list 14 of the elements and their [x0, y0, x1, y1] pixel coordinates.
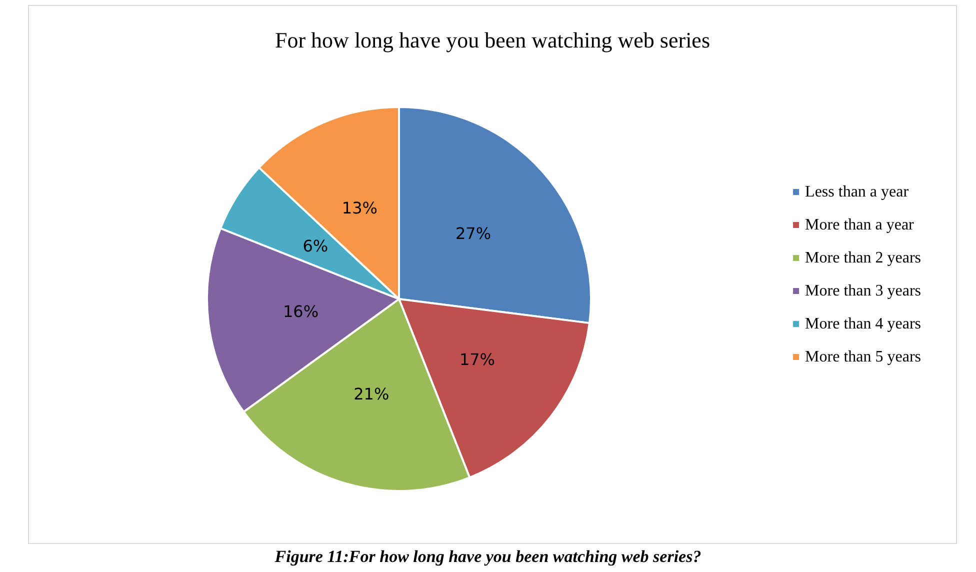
legend-label: Less than a year: [805, 184, 910, 200]
data-label: 27%: [455, 224, 492, 244]
legend-label: More than a year: [805, 216, 915, 234]
data-label: 21%: [354, 384, 390, 404]
legend-label: More than 4 years: [805, 316, 922, 332]
data-label: 17%: [459, 350, 496, 370]
legend-label: More than 3 years: [805, 282, 922, 300]
data-label: 16%: [283, 302, 319, 321]
legend-label: More than 5 years: [805, 348, 922, 366]
data-label: 13%: [342, 198, 378, 218]
chart-title: For how long have you been watching web series: [274, 28, 710, 52]
legend-label: More than 2 years: [805, 250, 922, 266]
data-label: 6%: [302, 236, 328, 256]
caption: Figure 11:For how long have you been watching web series?: [274, 547, 702, 567]
